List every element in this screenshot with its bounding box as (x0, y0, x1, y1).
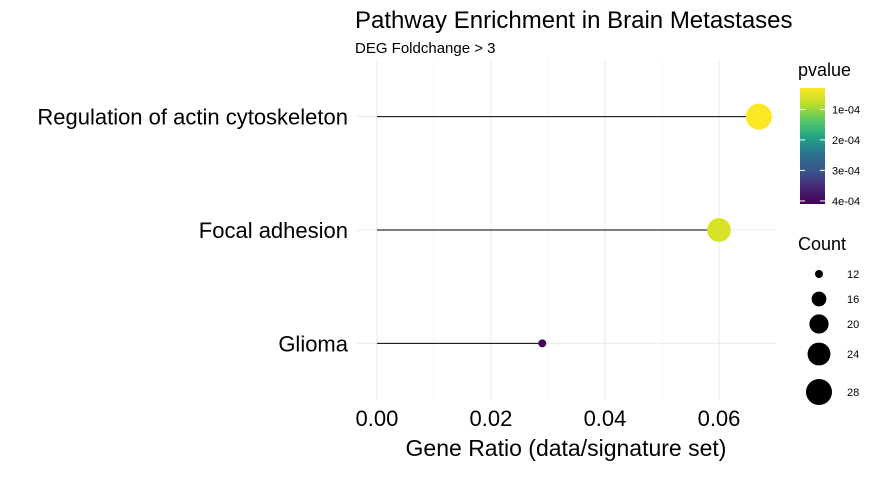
pvalue-tick-label: 4e-04 (832, 196, 860, 208)
x-tick-label: 0.06 (698, 406, 741, 431)
pvalue-legend-title: pvalue (798, 60, 851, 80)
count-legend-title: Count (798, 234, 846, 254)
count-legend-circle (807, 342, 831, 366)
count-legend-circle (806, 379, 832, 405)
count-legend-label: 16 (847, 294, 859, 306)
y-axis-labels: Regulation of actin cytoskeleton Focal ad… (37, 105, 348, 357)
x-axis-tick-labels: 0.00 0.02 0.04 0.06 (356, 406, 741, 431)
pvalue-tick-label: 3e-04 (832, 165, 860, 177)
count-legend-label: 20 (847, 319, 859, 331)
pvalue-colorbar (800, 88, 825, 204)
count-legend-label: 12 (847, 269, 859, 281)
count-legend: Count 12 16 20 24 28 (798, 234, 859, 405)
count-legend-label: 28 (847, 387, 859, 399)
y-tick-label: Regulation of actin cytoskeleton (37, 105, 348, 130)
y-tick-label: Glioma (278, 331, 348, 356)
pvalue-tick-label: 1e-04 (832, 104, 860, 116)
count-legend-circle (815, 270, 823, 278)
count-legend-circle (809, 314, 829, 334)
y-tick-label: Focal adhesion (199, 218, 348, 243)
chart-subtitle: DEG Foldchange > 3 (355, 40, 496, 57)
x-axis-title: Gene Ratio (data/signature set) (406, 435, 727, 461)
pvalue-legend: pvalue 1e-04 2e-04 3e-04 4e-04 (798, 60, 860, 208)
count-legend-items: 12 16 20 24 28 (806, 269, 859, 405)
lollipop-stems (376, 116, 759, 344)
x-tick-label: 0.00 (356, 406, 399, 431)
lollipop-points (538, 103, 772, 348)
pvalue-tick-label: 2e-04 (832, 135, 860, 147)
lollipop-point (538, 339, 547, 348)
x-tick-label: 0.02 (470, 406, 513, 431)
x-tick-label: 0.04 (584, 406, 627, 431)
pvalue-legend-ticks: 1e-04 2e-04 3e-04 4e-04 (800, 104, 860, 208)
chart-title: Pathway Enrichment in Brain Metastases (355, 7, 793, 34)
count-legend-circle (811, 291, 827, 307)
count-legend-label: 24 (847, 349, 859, 361)
lollipop-point (745, 103, 772, 130)
lollipop-point (707, 218, 731, 242)
